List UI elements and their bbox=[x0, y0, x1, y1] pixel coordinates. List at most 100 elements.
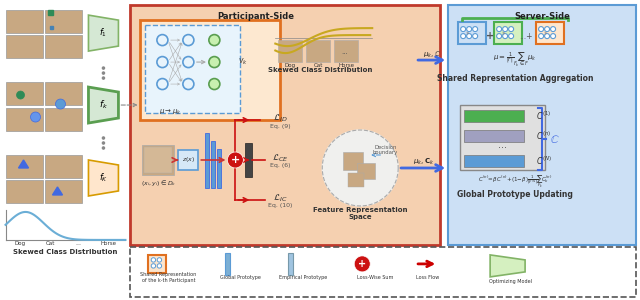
Text: Empirical Prototype: Empirical Prototype bbox=[279, 275, 328, 281]
Text: ...: ... bbox=[498, 140, 507, 150]
Circle shape bbox=[461, 34, 466, 39]
FancyBboxPatch shape bbox=[464, 130, 524, 142]
FancyBboxPatch shape bbox=[464, 155, 524, 167]
FancyBboxPatch shape bbox=[205, 133, 209, 188]
Circle shape bbox=[497, 34, 502, 39]
Circle shape bbox=[157, 264, 162, 268]
Circle shape bbox=[502, 27, 508, 32]
Text: Dog: Dog bbox=[285, 63, 296, 68]
FancyBboxPatch shape bbox=[45, 35, 83, 58]
FancyBboxPatch shape bbox=[211, 141, 215, 188]
Circle shape bbox=[102, 137, 105, 139]
FancyBboxPatch shape bbox=[45, 180, 83, 203]
Circle shape bbox=[473, 27, 477, 32]
Circle shape bbox=[209, 57, 220, 68]
Circle shape bbox=[209, 79, 220, 90]
FancyBboxPatch shape bbox=[448, 5, 636, 245]
Circle shape bbox=[461, 27, 466, 32]
Text: Horse: Horse bbox=[100, 242, 116, 246]
Text: Feature Representation
Space: Feature Representation Space bbox=[313, 207, 408, 220]
Circle shape bbox=[151, 258, 156, 262]
Text: $\mathcal{L}_{CE}$: $\mathcal{L}_{CE}$ bbox=[272, 152, 289, 164]
Circle shape bbox=[545, 34, 550, 39]
Text: Loss-Wise Sum: Loss-Wise Sum bbox=[357, 275, 394, 281]
Text: $\mathcal{L}_{ID}$: $\mathcal{L}_{ID}$ bbox=[273, 112, 288, 124]
FancyBboxPatch shape bbox=[288, 253, 293, 275]
Text: $C^{(n)}\!=\!\beta C^{(n)}\!+\!(1\!-\!\beta)\frac{1}{|F^{(n)}|}\!\sum_{F_k}C_k^{: $C^{(n)}\!=\!\beta C^{(n)}\!+\!(1\!-\!\b… bbox=[478, 174, 552, 190]
Text: Eq. (10): Eq. (10) bbox=[268, 203, 292, 208]
Text: $z(x)$: $z(x)$ bbox=[182, 155, 195, 164]
FancyBboxPatch shape bbox=[536, 22, 564, 44]
FancyBboxPatch shape bbox=[218, 149, 221, 188]
Circle shape bbox=[502, 34, 508, 39]
Text: Skewed Class Distribution: Skewed Class Distribution bbox=[13, 249, 118, 255]
Text: Server-Side: Server-Side bbox=[514, 12, 570, 21]
Text: $\mu = \frac{1}{|F|}\sum_{F_k \in F} \mu_k$: $\mu = \frac{1}{|F|}\sum_{F_k \in F} \mu… bbox=[493, 51, 537, 69]
Text: Decision
boundary: Decision boundary bbox=[372, 145, 398, 155]
Text: Global Prototype Updating: Global Prototype Updating bbox=[457, 190, 573, 200]
Text: Cat: Cat bbox=[46, 242, 55, 246]
Polygon shape bbox=[88, 160, 118, 196]
FancyBboxPatch shape bbox=[131, 5, 440, 245]
Polygon shape bbox=[19, 160, 29, 168]
FancyBboxPatch shape bbox=[45, 108, 83, 131]
Text: ...+: ...+ bbox=[519, 32, 533, 40]
Text: $\mu_k, \mathbb{C}$: $\mu_k, \mathbb{C}$ bbox=[423, 50, 441, 60]
FancyBboxPatch shape bbox=[6, 180, 42, 203]
Circle shape bbox=[545, 27, 550, 32]
FancyBboxPatch shape bbox=[458, 22, 486, 44]
FancyBboxPatch shape bbox=[145, 25, 241, 113]
Polygon shape bbox=[52, 187, 63, 195]
Circle shape bbox=[473, 34, 477, 39]
FancyBboxPatch shape bbox=[307, 40, 330, 62]
FancyBboxPatch shape bbox=[51, 26, 54, 29]
FancyBboxPatch shape bbox=[348, 173, 364, 187]
FancyBboxPatch shape bbox=[343, 152, 364, 170]
Circle shape bbox=[31, 112, 40, 122]
Text: $f_1$: $f_1$ bbox=[99, 27, 108, 39]
Text: Skewed Class Distribution: Skewed Class Distribution bbox=[268, 67, 372, 73]
Text: $v_k$: $v_k$ bbox=[238, 57, 248, 67]
FancyBboxPatch shape bbox=[45, 10, 83, 33]
FancyBboxPatch shape bbox=[464, 110, 524, 122]
Circle shape bbox=[102, 142, 105, 144]
Text: $\mu_k, \mathbf{C}_k$: $\mu_k, \mathbf{C}_k$ bbox=[413, 157, 435, 167]
Text: Shared Representation
of the k-th Participant: Shared Representation of the k-th Partic… bbox=[140, 272, 196, 283]
FancyBboxPatch shape bbox=[245, 143, 252, 177]
Circle shape bbox=[56, 99, 65, 109]
FancyBboxPatch shape bbox=[143, 145, 174, 175]
FancyBboxPatch shape bbox=[6, 10, 42, 33]
Polygon shape bbox=[88, 87, 118, 123]
Text: +: + bbox=[486, 31, 494, 41]
Text: $\mathbb{C}$: $\mathbb{C}$ bbox=[550, 133, 560, 145]
FancyBboxPatch shape bbox=[145, 147, 172, 173]
FancyBboxPatch shape bbox=[6, 82, 42, 105]
Text: ...: ... bbox=[76, 242, 81, 246]
Circle shape bbox=[183, 79, 194, 90]
FancyBboxPatch shape bbox=[148, 255, 166, 273]
Circle shape bbox=[509, 34, 514, 39]
FancyBboxPatch shape bbox=[131, 247, 636, 297]
Text: Global Prototype: Global Prototype bbox=[220, 275, 260, 281]
FancyBboxPatch shape bbox=[357, 163, 375, 179]
Polygon shape bbox=[88, 15, 118, 51]
Text: +: + bbox=[230, 155, 240, 165]
Circle shape bbox=[509, 27, 514, 32]
FancyBboxPatch shape bbox=[179, 150, 198, 170]
Text: $C^{(1)}$: $C^{(1)}$ bbox=[536, 110, 551, 122]
Circle shape bbox=[539, 27, 543, 32]
Text: +: + bbox=[358, 259, 366, 269]
FancyBboxPatch shape bbox=[278, 40, 302, 62]
FancyBboxPatch shape bbox=[494, 22, 522, 44]
Circle shape bbox=[151, 264, 156, 268]
Circle shape bbox=[539, 34, 543, 39]
Polygon shape bbox=[490, 255, 525, 277]
Text: Shared Representation Aggregation: Shared Representation Aggregation bbox=[437, 74, 593, 82]
Circle shape bbox=[550, 27, 556, 32]
Circle shape bbox=[550, 34, 556, 39]
Text: Participant-Side: Participant-Side bbox=[217, 12, 294, 21]
Circle shape bbox=[497, 27, 502, 32]
FancyBboxPatch shape bbox=[49, 10, 54, 15]
Circle shape bbox=[102, 72, 105, 74]
FancyBboxPatch shape bbox=[6, 155, 42, 178]
